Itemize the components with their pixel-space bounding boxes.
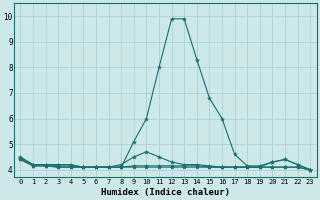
X-axis label: Humidex (Indice chaleur): Humidex (Indice chaleur): [101, 188, 230, 197]
